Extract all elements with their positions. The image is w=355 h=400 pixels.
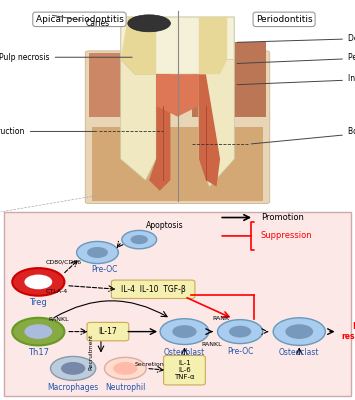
Polygon shape bbox=[156, 74, 199, 117]
Text: Bone destruction: Bone destruction bbox=[251, 127, 355, 144]
Text: Treg: Treg bbox=[29, 298, 47, 306]
Circle shape bbox=[24, 274, 52, 289]
Ellipse shape bbox=[128, 15, 170, 32]
FancyBboxPatch shape bbox=[164, 356, 205, 385]
Polygon shape bbox=[192, 42, 266, 117]
Circle shape bbox=[12, 318, 65, 346]
Text: RANKL: RANKL bbox=[202, 342, 223, 347]
Circle shape bbox=[12, 268, 65, 296]
Text: Periodontitis: Periodontitis bbox=[256, 15, 312, 24]
Circle shape bbox=[160, 319, 209, 344]
Text: Pulp necrosis: Pulp necrosis bbox=[0, 53, 132, 62]
FancyBboxPatch shape bbox=[4, 212, 351, 396]
Polygon shape bbox=[199, 59, 234, 186]
Text: Apoptosis: Apoptosis bbox=[146, 222, 184, 230]
Text: IL-4  IL-10  TGF-β: IL-4 IL-10 TGF-β bbox=[121, 285, 186, 294]
Text: Pre-OC: Pre-OC bbox=[227, 347, 253, 356]
Circle shape bbox=[113, 362, 137, 375]
Circle shape bbox=[61, 362, 85, 375]
Circle shape bbox=[24, 324, 52, 339]
Circle shape bbox=[285, 324, 313, 339]
Text: RANKL: RANKL bbox=[49, 317, 69, 322]
Text: Dental plaque: Dental plaque bbox=[237, 34, 355, 43]
Text: Osteoclast: Osteoclast bbox=[279, 348, 320, 357]
Circle shape bbox=[131, 235, 148, 244]
Text: Bone destruction: Bone destruction bbox=[0, 127, 97, 136]
Text: Periodontal pocket: Periodontal pocket bbox=[237, 53, 355, 64]
Text: Th17: Th17 bbox=[28, 348, 49, 357]
Text: Inflammatory gingiva: Inflammatory gingiva bbox=[237, 74, 355, 85]
Circle shape bbox=[87, 247, 108, 258]
Text: Promotion: Promotion bbox=[261, 213, 304, 222]
Polygon shape bbox=[89, 53, 163, 117]
Circle shape bbox=[218, 320, 263, 344]
Text: CD80/CD86: CD80/CD86 bbox=[45, 259, 81, 264]
Text: RANK: RANK bbox=[212, 316, 229, 321]
Circle shape bbox=[229, 326, 251, 338]
Polygon shape bbox=[121, 17, 156, 74]
Text: Osteoblast: Osteoblast bbox=[164, 348, 205, 357]
Polygon shape bbox=[199, 74, 220, 186]
Text: Macrophages: Macrophages bbox=[48, 384, 99, 392]
Text: Suppression: Suppression bbox=[261, 232, 313, 240]
Text: Recruitment: Recruitment bbox=[88, 334, 93, 370]
Text: Bone
resorption: Bone resorption bbox=[341, 322, 355, 341]
Text: Apical periodontitis: Apical periodontitis bbox=[36, 15, 124, 24]
Text: IL-1
IL-6
TNF-α: IL-1 IL-6 TNF-α bbox=[174, 360, 195, 380]
Polygon shape bbox=[121, 59, 156, 180]
Text: Pre-OC: Pre-OC bbox=[91, 265, 118, 274]
FancyBboxPatch shape bbox=[87, 322, 129, 341]
Bar bbox=[92, 127, 263, 202]
Circle shape bbox=[104, 357, 146, 380]
Text: IL-17: IL-17 bbox=[99, 327, 117, 336]
Polygon shape bbox=[199, 17, 227, 74]
Text: Neutrophil: Neutrophil bbox=[105, 382, 146, 392]
Circle shape bbox=[122, 230, 157, 249]
Circle shape bbox=[50, 356, 96, 380]
Circle shape bbox=[77, 242, 118, 264]
Polygon shape bbox=[121, 17, 234, 74]
FancyBboxPatch shape bbox=[111, 280, 195, 298]
Circle shape bbox=[273, 318, 325, 346]
Text: Caries: Caries bbox=[53, 15, 110, 28]
FancyBboxPatch shape bbox=[85, 51, 270, 204]
Circle shape bbox=[172, 325, 197, 338]
Text: CTLA-4: CTLA-4 bbox=[45, 289, 67, 294]
Polygon shape bbox=[149, 74, 170, 191]
Text: Secretion: Secretion bbox=[135, 362, 165, 367]
